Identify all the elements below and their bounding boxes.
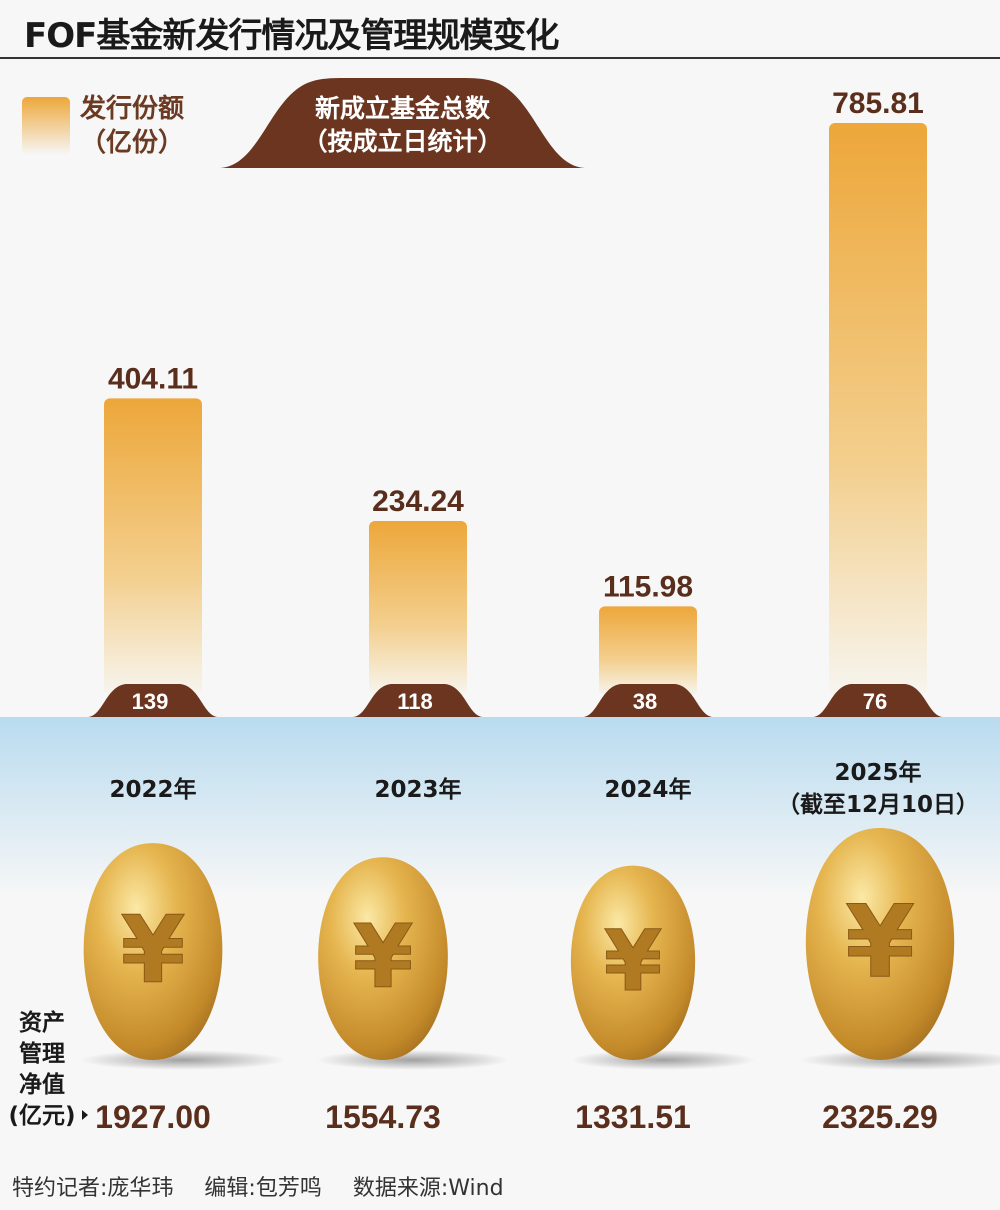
issuance-value-label: 404.11 [108, 362, 198, 395]
aum-value-label: 1554.73 [325, 1099, 441, 1135]
pointer-triangle-icon [82, 1110, 88, 1120]
aum-label-line: (亿元) [8, 1103, 76, 1129]
legend-issuance-line2: （亿份） [80, 128, 185, 158]
year-text: 2022年 [109, 777, 197, 803]
yuan-icon: ¥ [353, 906, 414, 1008]
legend-issuance-line1: 发行份额 [80, 94, 185, 124]
issuance-bar [829, 123, 927, 695]
count-value-label: 76 [863, 689, 887, 714]
year-note: （截至12月10日） [776, 792, 979, 818]
count-value-label: 38 [633, 689, 657, 714]
chart-title: FOF基金新发行情况及管理规模变化 [24, 16, 559, 56]
legend-count-line2: （按成立日统计） [302, 127, 503, 156]
footer-source: 数据来源:Wind [352, 1176, 504, 1201]
count-bump [583, 684, 713, 717]
count-bump [353, 684, 483, 717]
aum-value-label: 2325.29 [822, 1099, 938, 1135]
count-value-label: 118 [397, 689, 433, 714]
legend-count: 新成立基金总数 （按成立日统计） [220, 92, 585, 158]
footer-editor: 编辑:包芳鸣 [204, 1176, 322, 1201]
egg-shadow [316, 1050, 510, 1070]
legend-count-line1: 新成立基金总数 [314, 94, 490, 123]
count-value-label: 139 [132, 689, 169, 714]
egg-shadow [799, 1050, 1000, 1070]
yuan-icon: ¥ [845, 883, 915, 1000]
issuance-value-label: 115.98 [603, 570, 693, 603]
title-divider [0, 57, 1000, 59]
issuance-bar [599, 606, 697, 695]
aum-label-line: 净值 [19, 1072, 65, 1098]
issuance-value-label: 234.24 [372, 485, 464, 518]
gold-egg [570, 865, 696, 1060]
legend-count-shape [220, 78, 585, 168]
yuan-icon: ¥ [604, 912, 662, 1010]
aum-label-line: 管理 [19, 1041, 65, 1067]
aum-axis-label: 资产 管理 净值 (亿元) [6, 1008, 78, 1132]
footer-credits: 特约记者:庞华玮 编辑:包芳鸣 数据来源:Wind [12, 1170, 528, 1202]
egg-shadow [570, 1050, 756, 1070]
count-bump [813, 684, 943, 717]
year-label: 2025年 （截至12月10日） [758, 757, 998, 821]
year-text: 2024年 [604, 777, 692, 803]
year-label: 2024年 [528, 774, 768, 806]
aum-value-label: 1927.00 [95, 1099, 211, 1135]
gold-egg [83, 843, 223, 1060]
gold-egg [805, 828, 955, 1060]
year-label: 2023年 [298, 774, 538, 806]
issuance-bar [104, 398, 202, 695]
gold-egg [318, 857, 448, 1060]
issuance-value-label: 785.81 [832, 87, 924, 120]
legend-issuance: 发行份额 （亿份） [80, 92, 184, 160]
year-text: 2025年 [834, 760, 922, 786]
footer-reporter: 特约记者:庞华玮 [12, 1176, 174, 1201]
yuan-icon: ¥ [121, 896, 186, 1004]
legend-issuance-swatch [22, 97, 70, 155]
aum-value-label: 1331.51 [575, 1099, 691, 1135]
count-bump [88, 684, 218, 717]
year-text: 2023年 [374, 777, 462, 803]
aum-label-line: 资产 [19, 1010, 65, 1036]
issuance-bar [369, 520, 467, 695]
year-label: 2022年 [33, 774, 273, 806]
egg-shadow [79, 1050, 287, 1070]
